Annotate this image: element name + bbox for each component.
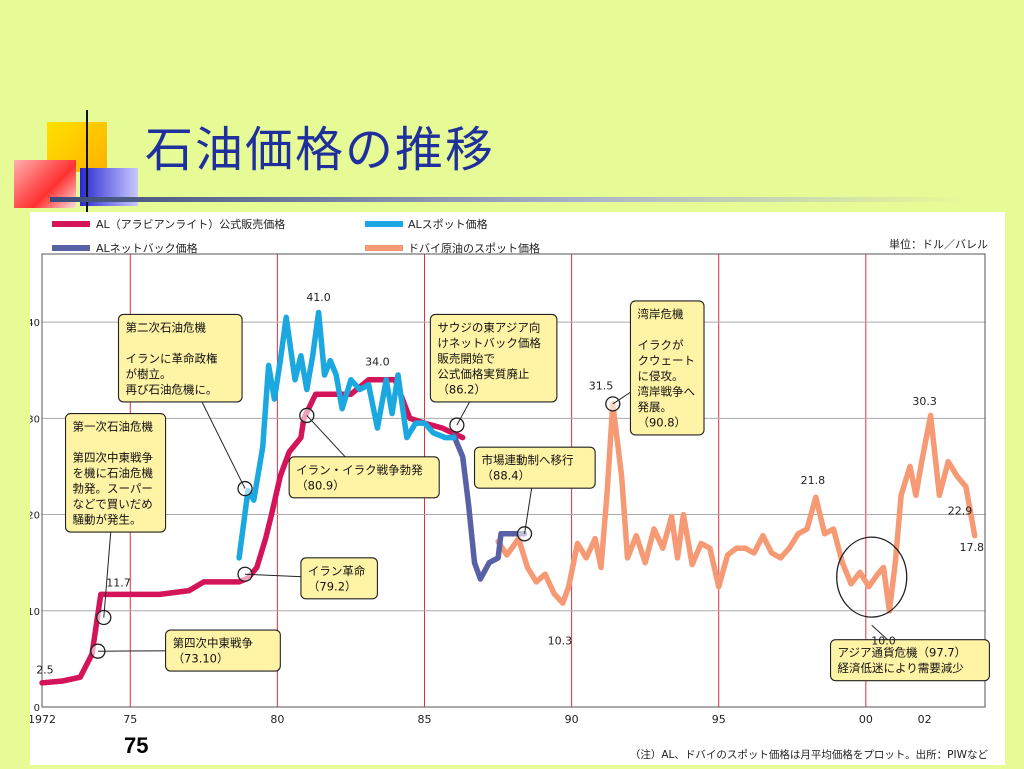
x-tick-label: 90 (565, 713, 579, 726)
callout-text-line: 第一次石油危機 (73, 420, 154, 434)
legend-label-al-official: AL（アラビアンライト）公式販売価格 (96, 217, 285, 231)
callout-text-line: （79.2） (308, 579, 357, 593)
callout-text-line: 湾岸危機 (637, 307, 683, 321)
callout-text-line: イラン・イラク戦争勃発 (296, 463, 423, 477)
plot-frame (41, 253, 986, 708)
legend-label-dubai-spot: ドバイ原油のスポット価格 (408, 241, 540, 255)
value-label: 34.0 (365, 355, 390, 368)
callout-box (300, 557, 378, 600)
callout-box (829, 639, 990, 682)
x-tick-label: 75 (123, 713, 137, 726)
callout-text-line: サウジの東アジア向 (437, 320, 540, 334)
value-label: 22.9 (948, 505, 973, 518)
callout-text-line: クウェート (637, 353, 695, 367)
callout-text-line: アジア通貨危機（97.7） (838, 646, 967, 660)
page-number: 75 (124, 733, 149, 758)
callout-text-line: イランに革命政権 (125, 351, 217, 365)
x-tick-label: 85 (417, 713, 431, 726)
callout-text-line: 市場連動制へ移行 (482, 453, 574, 467)
callout-text-line: に侵攻。 (637, 369, 683, 383)
callout-box (165, 629, 281, 672)
value-label: 10.3 (548, 634, 573, 647)
x-tick-label: 02 (918, 713, 932, 726)
value-labels: 41.0 34.0 31.5 30.3 21.8 22.9 17.8 11.7 2.5 10.3 1… (36, 291, 984, 676)
callout-text-line: 第四次中東戦争 (73, 451, 154, 465)
callout-text-line: （90.8） (637, 415, 686, 429)
callout-box (117, 313, 243, 403)
callout-text-line: 再び石油危機に。 (125, 382, 217, 396)
unit-label: 単位：ドル／バレル (889, 237, 988, 251)
callout-box (288, 456, 440, 499)
callout-box (629, 300, 705, 436)
legend: AL（アラビアンライト）公式販売価格 ALスポット価格 ALネットバック価格 ド… (52, 217, 988, 255)
series-line-al-netback (451, 432, 528, 582)
legend-swatch-dubai-spot (365, 245, 403, 251)
x-tick-label: 00 (859, 713, 873, 726)
value-label: 41.0 (306, 291, 331, 304)
footnote: （注）AL、ドバイのスポット価格は月平均価格をプロット。出所：PIWなど (630, 748, 989, 761)
callout-text-line: 発展。 (637, 400, 672, 414)
callout-text-line: （80.9） (296, 478, 345, 492)
callout-text-line: 湾岸戦争へ (637, 384, 695, 398)
callout-text-line: などで買いだめ (73, 497, 153, 511)
callout-text-line: 経済低迷により需要減少 (838, 661, 964, 675)
callout-text-line: 騒動が発生。 (73, 513, 142, 527)
value-label: 30.3 (912, 395, 937, 408)
value-label: 17.8 (960, 541, 985, 554)
legend-label-al-netback: ALネットバック価格 (96, 241, 198, 255)
title-underline (50, 197, 970, 202)
event-markers (90, 396, 908, 659)
y-tick-label: 0 (34, 703, 40, 714)
callout-text-line: が樹立。 (125, 367, 171, 381)
y-tick-label: 30 (30, 414, 40, 425)
series-line-dubai-spot (495, 401, 978, 614)
series-line-al-spot (236, 309, 457, 561)
event-marker-circle (449, 417, 465, 433)
value-label: 21.8 (801, 474, 826, 487)
oil-price-chart: AL（アラビアンライト）公式販売価格 ALスポット価格 ALネットバック価格 ド… (27, 217, 990, 761)
x-tick-label: 80 (270, 713, 284, 726)
callout-text-line: 公式価格実質廃止 (437, 367, 529, 381)
callout-text-line: 勃発。スーパー (73, 482, 153, 496)
data-series (39, 309, 978, 686)
annotation-callouts: 第二次石油危機イランに革命政権が樹立。再び石油危機に。第一次石油危機第四次中東戦… (64, 300, 990, 682)
y-tick-label: 40 (30, 318, 40, 329)
callout-text-line: けネットバック価格 (437, 336, 541, 350)
deco-vertical-line (86, 110, 88, 215)
legend-swatch-al-spot (365, 221, 403, 227)
y-tick-label: 20 (30, 511, 40, 522)
legend-swatch-al-netback (52, 245, 90, 251)
y-tick-label: 10 (30, 607, 40, 618)
callout-box (64, 412, 167, 533)
legend-swatch-al-official (52, 221, 90, 227)
value-label: 10.0 (871, 634, 896, 647)
callout-text-line: を機に石油危機 (73, 466, 154, 480)
value-label: 2.5 (36, 663, 54, 676)
callout-text-line: （73.10） (173, 652, 229, 666)
x-tick-label: 95 (712, 713, 726, 726)
value-label: 31.5 (589, 379, 614, 392)
callout-text-line: 第二次石油危機 (125, 320, 206, 334)
asian-crisis-ellipse (836, 536, 908, 618)
legend-label-al-spot: ALスポット価格 (408, 217, 488, 231)
callout-text-line: （86.2） (437, 382, 486, 396)
series-line-al-official (39, 377, 466, 686)
slide-title: 石油価格の推移 (145, 122, 496, 178)
x-tick-label: 1972 (30, 713, 56, 726)
callout-text-line: イラクが (637, 338, 683, 352)
chart-panel: AL（アラビアンライト）公式販売価格 ALスポット価格 ALネットバック価格 ド… (27, 212, 1005, 765)
callout-text-line: イラン革命 (308, 564, 366, 578)
axes: 0 10 20 30 40 1972 75 80 85 90 95 00 02 (27, 253, 986, 726)
callout-box (473, 446, 596, 489)
callout-text-line: 第四次中東戦争 (173, 636, 254, 650)
callout-text-line: 販売開始で (437, 351, 495, 365)
callout-text-line: （88.4） (482, 469, 531, 483)
value-label: 11.7 (106, 577, 131, 590)
callout-box (429, 313, 558, 403)
